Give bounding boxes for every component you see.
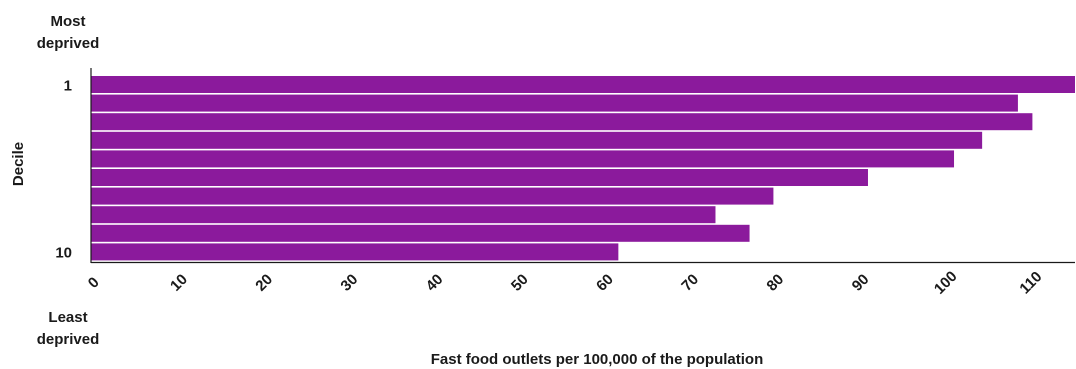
- bar-decile-2: [91, 94, 1018, 112]
- bar-decile-10: [91, 243, 619, 261]
- most-deprived-line-1: Most: [51, 13, 86, 30]
- bar-decile-6: [91, 169, 868, 186]
- y-tick-label-1: 1: [64, 77, 72, 94]
- most-deprived-line-2: deprived: [37, 35, 100, 52]
- x-tick-label-50: 50: [508, 271, 532, 295]
- bar-decile-3: [91, 113, 1033, 131]
- x-tick-label-0: 0: [85, 274, 103, 292]
- bar-decile-9: [91, 224, 750, 242]
- x-tick-label-60: 60: [593, 271, 617, 295]
- bar-decile-1: [91, 76, 1075, 93]
- bar-decile-7: [91, 187, 774, 205]
- x-axis-title: Fast food outlets per 100,000 of the pop…: [431, 351, 764, 368]
- bar-decile-5: [91, 150, 955, 168]
- x-tick-label-30: 30: [337, 271, 361, 295]
- least-deprived-line-1: Least: [48, 309, 87, 326]
- x-tick-label-70: 70: [678, 271, 702, 295]
- x-tick-label-80: 80: [763, 271, 787, 295]
- x-tick-label-20: 20: [252, 271, 276, 295]
- x-tick-labels: 0 10 20 30 40 50 60 70 80 90 100 110: [85, 268, 1046, 298]
- bars-group: [91, 76, 1075, 261]
- x-tick-label-90: 90: [849, 271, 873, 295]
- x-tick-label-100: 100: [931, 268, 961, 298]
- y-tick-label-10: 10: [55, 245, 72, 262]
- y-tick-labels: 1 10: [55, 77, 72, 261]
- x-tick-label-110: 110: [1016, 268, 1045, 297]
- y-axis-title: Decile: [10, 142, 27, 186]
- x-tick-label-10: 10: [167, 271, 191, 295]
- least-deprived-line-2: deprived: [37, 331, 100, 348]
- x-tick-label-40: 40: [423, 271, 447, 295]
- bar-decile-4: [91, 131, 983, 149]
- bar-decile-8: [91, 206, 716, 224]
